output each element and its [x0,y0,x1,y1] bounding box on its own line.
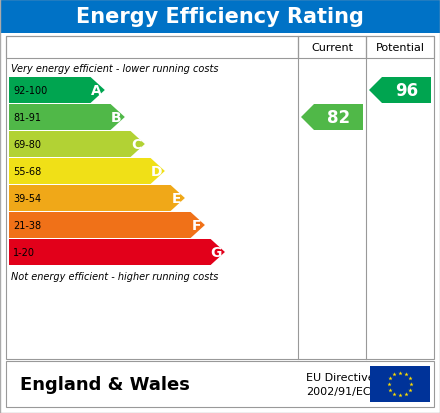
Text: D: D [150,165,162,178]
Text: Not energy efficient - higher running costs: Not energy efficient - higher running co… [11,271,218,281]
Text: 2002/91/EC: 2002/91/EC [306,386,370,396]
Text: 39-54: 39-54 [13,194,41,204]
Text: England & Wales: England & Wales [20,375,190,393]
Polygon shape [369,78,431,104]
Polygon shape [9,132,145,158]
Text: Very energy efficient - lower running costs: Very energy efficient - lower running co… [11,64,219,74]
Bar [6,361,434,407]
Polygon shape [9,78,105,104]
Text: Energy Efficiency Rating: Energy Efficiency Rating [76,7,364,27]
Text: 96: 96 [395,82,418,100]
Text: 1-20: 1-20 [13,247,35,257]
Text: 82: 82 [327,109,350,127]
Polygon shape [9,240,225,266]
Text: E: E [171,192,181,206]
Bar [6,37,298,59]
Text: EU Directive: EU Directive [306,372,374,382]
Text: B: B [110,111,121,125]
Bar [6,37,434,359]
Text: 81-91: 81-91 [13,113,41,123]
Bar [370,366,430,402]
Text: 69-80: 69-80 [13,140,41,150]
Bar [0,0,440,34]
Text: 55-68: 55-68 [13,166,41,177]
Text: Current: Current [311,43,353,53]
Polygon shape [9,212,205,238]
Bar [366,37,434,59]
Text: G: G [210,245,222,259]
Polygon shape [301,105,363,131]
Text: C: C [131,138,141,152]
Text: 21-38: 21-38 [13,221,41,230]
Text: F: F [191,218,201,233]
Text: A: A [91,84,101,98]
Polygon shape [9,185,185,211]
Text: 92-100: 92-100 [13,86,47,96]
Polygon shape [9,159,165,185]
Text: Potential: Potential [375,43,425,53]
Bar [298,37,366,59]
Polygon shape [9,105,125,131]
